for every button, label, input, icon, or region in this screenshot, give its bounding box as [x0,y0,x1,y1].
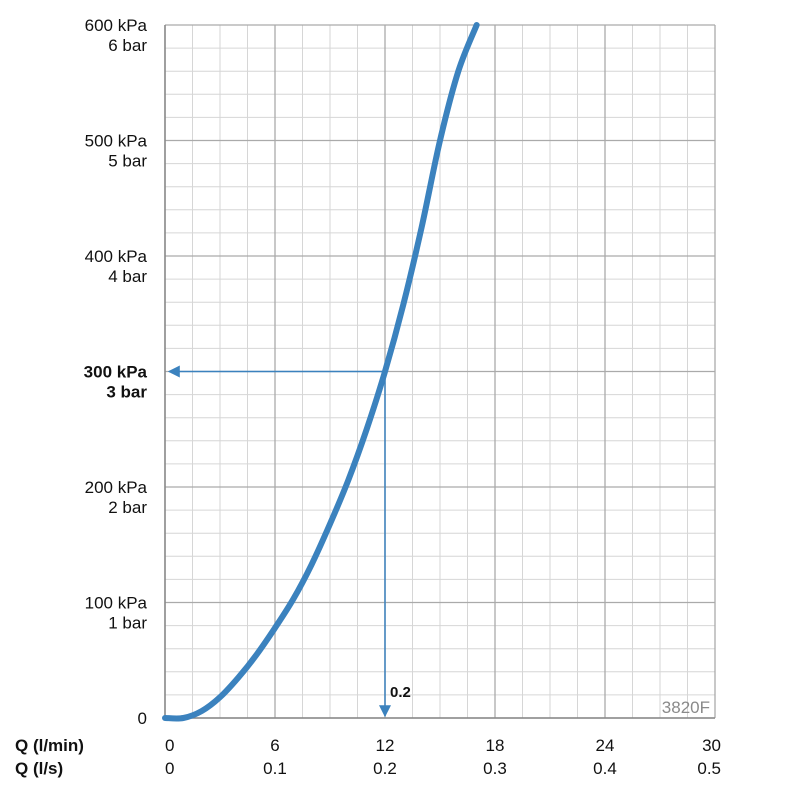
x-tick-label-lmin: 18 [486,736,505,755]
series-curve [162,22,480,722]
annotation-layer: 0.2 [167,365,411,718]
x-tick-label-lmin: 0 [165,736,174,755]
axes [164,25,715,719]
y-tick-label-bar: 6 bar [108,36,147,55]
y-tick-label-kpa: 300 kPa [84,363,148,382]
flow-annotation-label: 0.2 [390,684,411,701]
x-tick-label-ls: 0.5 [697,759,721,778]
y-tick-label-bar: 1 bar [108,614,147,633]
x-axis-labels: Q (l/min) Q (l/s) 0 0 6 0.1 12 0.2 18 0.3 24 0.4 30 0… [15,736,721,778]
x-tick-label-ls: 0.3 [483,759,507,778]
y-tick-label-kpa: 500 kPa [85,132,148,151]
y-tick-label-bar: 3 bar [106,383,147,402]
y-tick-label-kpa: 0 [138,709,147,728]
model-code-label: 3820F [662,698,710,717]
y-tick-label-kpa: 200 kPa [85,478,148,497]
x-tick-label-lmin: 30 [702,736,721,755]
x-tick-label-ls: 0.1 [263,759,287,778]
x-tick-label-ls: 0 [165,759,174,778]
y-tick-label-kpa: 100 kPa [85,594,148,613]
x-tick-label-ls: 0.4 [593,759,617,778]
x-tick-label-lmin: 12 [376,736,395,755]
y-tick-label-kpa: 600 kPa [85,16,148,35]
x-axis-title-ls: Q (l/s) [15,759,63,778]
x-axis-title-lmin: Q (l/min) [15,736,84,755]
x-tick-label-ls: 0.2 [373,759,397,778]
x-tick-label-lmin: 6 [270,736,279,755]
y-tick-label-bar: 2 bar [108,498,147,517]
y-tick-label-bar: 5 bar [108,152,147,171]
y-tick-label-bar: 4 bar [108,267,147,286]
x-tick-label-lmin: 24 [596,736,615,755]
series-layer [162,22,480,722]
y-tick-label-kpa: 400 kPa [85,247,148,266]
